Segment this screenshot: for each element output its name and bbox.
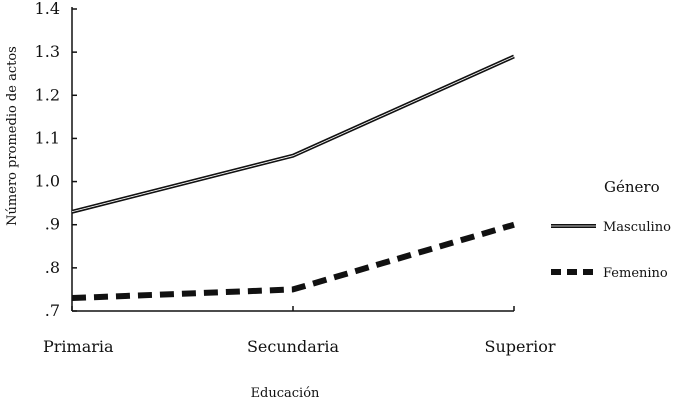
x-ticks: Primaria Secundaria Superior bbox=[43, 306, 556, 356]
y-ticks: .7 .8 .9 1.0 1.1 1.2 1.3 1.4 bbox=[35, 0, 77, 320]
x-axis-title: Educación bbox=[251, 386, 320, 401]
y-tick-label: 1.0 bbox=[35, 172, 60, 191]
x-tick-label: Primaria bbox=[43, 337, 114, 356]
y-tick-label: .7 bbox=[45, 301, 60, 320]
y-tick-label: 1.4 bbox=[35, 0, 60, 18]
series-layer bbox=[71, 54, 515, 302]
y-tick-label: 1.3 bbox=[35, 42, 60, 61]
y-tick-label: 1.1 bbox=[35, 128, 60, 147]
legend-label: Masculino bbox=[603, 220, 671, 235]
legend-title: Género bbox=[604, 178, 660, 196]
x-tick-label: Superior bbox=[484, 337, 555, 356]
x-tick-label: Secundaria bbox=[247, 337, 340, 356]
series-line-core bbox=[71, 56, 515, 213]
y-tick-label: .8 bbox=[45, 258, 60, 277]
legend-items: Masculino Femenino bbox=[551, 220, 671, 281]
y-tick-label: .9 bbox=[45, 215, 60, 234]
y-axis-title: Número promedio de actos bbox=[5, 46, 20, 226]
legend: Género Masculino Femenino bbox=[551, 178, 671, 281]
legend-label: Femenino bbox=[603, 266, 668, 281]
y-tick-label: 1.2 bbox=[35, 85, 60, 104]
series-line-masculino bbox=[71, 54, 515, 214]
series-line-femenino bbox=[71, 221, 515, 302]
